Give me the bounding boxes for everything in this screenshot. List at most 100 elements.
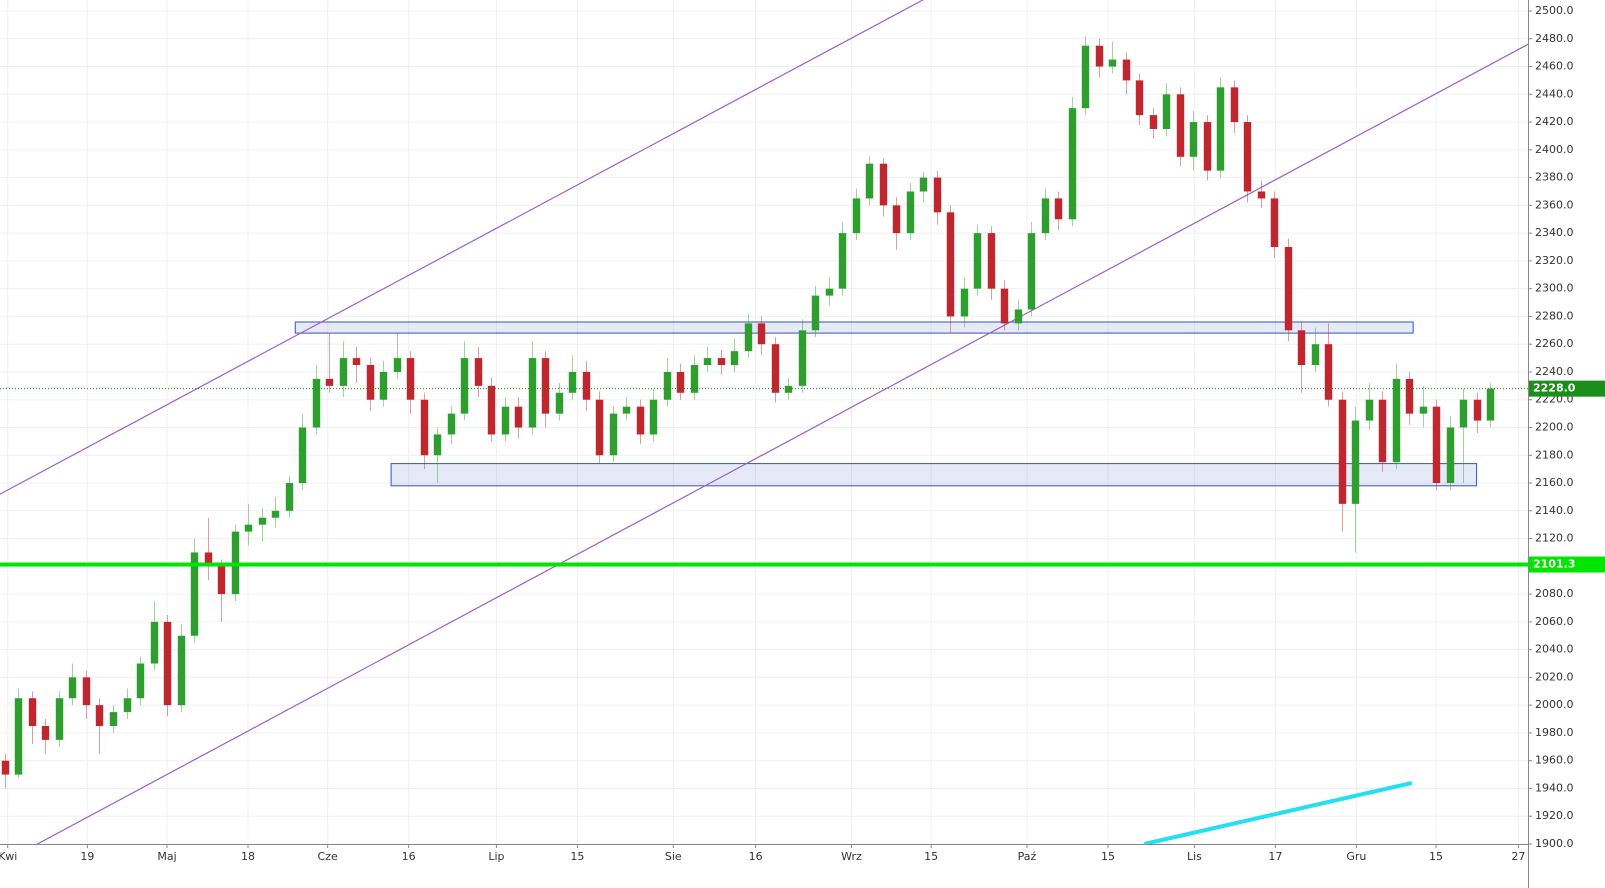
candle-body <box>163 621 172 706</box>
y-tick-label: 2460.0 <box>1535 60 1574 73</box>
y-tick-label: 2240.0 <box>1535 365 1574 378</box>
zone-rectangle <box>294 321 1414 334</box>
y-tick-label: 2160.0 <box>1535 476 1574 489</box>
trend-line <box>37 43 1528 844</box>
candle-body <box>852 198 861 234</box>
candle-body <box>1405 378 1414 414</box>
candle-body <box>703 358 712 366</box>
candle-body <box>1081 45 1090 109</box>
candle-body <box>730 351 739 366</box>
candle-body <box>1378 399 1387 463</box>
x-tick-label: 15 <box>924 850 938 863</box>
candle-body <box>1338 399 1347 504</box>
candle-body <box>1392 378 1401 463</box>
candle-body <box>1419 406 1428 414</box>
x-tick-label: Sie <box>665 850 682 863</box>
candle-body <box>1216 87 1225 171</box>
candle-body <box>960 288 969 317</box>
candle-body <box>825 288 834 296</box>
candle-body <box>447 413 456 435</box>
candle-body <box>1446 427 1455 484</box>
candle-body <box>1162 94 1171 130</box>
y-tick-label: 2040.0 <box>1535 643 1574 656</box>
x-tick-label: Cze <box>318 850 338 863</box>
candle-body <box>217 566 226 595</box>
candle-body <box>82 677 91 706</box>
candle-body <box>973 233 982 289</box>
candle-body <box>41 725 50 740</box>
y-tick-label: 2080.0 <box>1535 587 1574 600</box>
candle-body <box>676 371 685 393</box>
candle-body <box>271 510 280 518</box>
candle-body <box>757 323 766 345</box>
candle-body <box>784 385 793 393</box>
candle-body <box>1000 288 1009 324</box>
candle-body <box>285 483 294 511</box>
candle-body <box>865 163 874 199</box>
y-tick-label: 1900.0 <box>1535 837 1574 850</box>
y-tick-label: 1940.0 <box>1535 781 1574 794</box>
candle-body <box>55 698 64 740</box>
y-tick-label: 2120.0 <box>1535 532 1574 545</box>
candle-body <box>109 712 118 726</box>
x-tick-label: 19 <box>80 850 94 863</box>
candle-body <box>1230 87 1239 123</box>
candle-body <box>14 698 23 775</box>
y-tick-label: 2380.0 <box>1535 171 1574 184</box>
x-tick-label: 15 <box>570 850 584 863</box>
candle-body <box>555 392 564 414</box>
y-tick-label: 2020.0 <box>1535 670 1574 683</box>
trend-line <box>0 0 924 495</box>
candle-body <box>1351 420 1360 504</box>
candle-body <box>811 295 820 331</box>
candle-body <box>1257 191 1266 199</box>
y-tick-label: 2480.0 <box>1535 32 1574 45</box>
candle-body <box>325 378 334 386</box>
candle-body <box>879 163 888 206</box>
plot-area <box>0 0 1528 844</box>
candle-body <box>717 358 726 366</box>
candle-body <box>1014 309 1023 324</box>
x-tick-label: Maj <box>157 850 176 863</box>
candle-body <box>433 434 442 456</box>
candle-body <box>1122 59 1131 81</box>
candle-body <box>258 517 267 525</box>
candle-body <box>420 399 429 456</box>
candle-body <box>1243 122 1252 192</box>
candle-body <box>663 371 672 400</box>
candle-body <box>636 406 645 435</box>
candle-body <box>298 427 307 484</box>
y-tick-label: 2140.0 <box>1535 504 1574 517</box>
zone-rectangle <box>390 463 1478 487</box>
candle-body <box>393 358 402 372</box>
candle-body <box>1284 247 1293 331</box>
y-tick-label: 2000.0 <box>1535 698 1574 711</box>
candle-body <box>204 552 213 567</box>
candle-body <box>1095 45 1104 67</box>
candle-body <box>933 177 942 213</box>
x-tick-label: 15 <box>1429 850 1443 863</box>
candle-body <box>244 524 253 532</box>
y-tick-label: 2260.0 <box>1535 337 1574 350</box>
candle-body <box>339 358 348 386</box>
candle-body <box>1 760 10 775</box>
candle-body <box>1068 108 1077 220</box>
candle-body <box>541 358 550 414</box>
candle-body <box>28 698 37 726</box>
y-tick-label: 2180.0 <box>1535 448 1574 461</box>
candle-body <box>406 358 415 400</box>
y-tick-label: 2500.0 <box>1535 4 1574 17</box>
x-tick-label: 17 <box>1268 850 1282 863</box>
candle-body <box>1432 406 1441 484</box>
y-tick-label: 1960.0 <box>1535 754 1574 767</box>
candle-body <box>1459 399 1468 428</box>
y-tick-label: 2060.0 <box>1535 615 1574 628</box>
candle-body <box>1311 344 1320 366</box>
grid <box>0 0 1528 845</box>
price-axis <box>1528 0 1605 888</box>
y-tick-label: 2200.0 <box>1535 420 1574 433</box>
candle-body <box>1365 399 1374 421</box>
candle-body <box>1203 122 1212 171</box>
x-tick-label: 27 <box>1511 850 1525 863</box>
